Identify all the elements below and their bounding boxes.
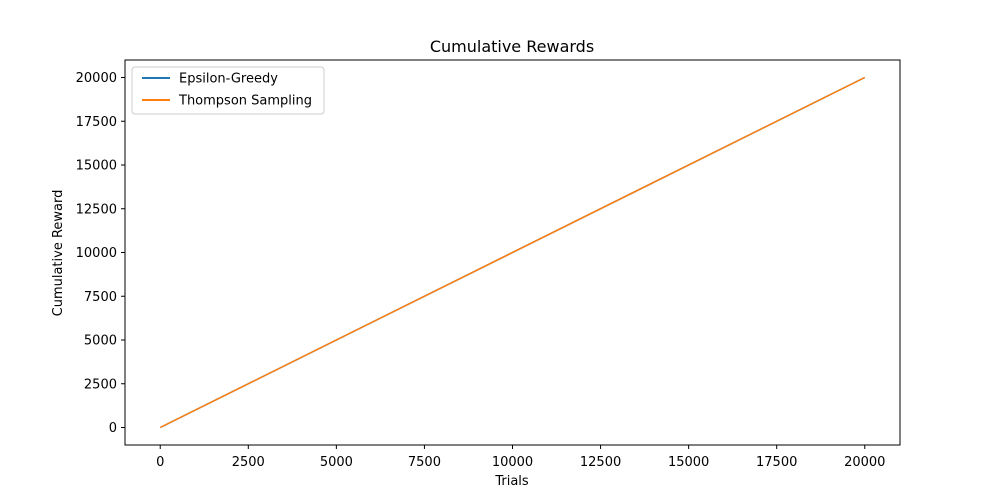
x-tick-label: 10000: [492, 455, 533, 470]
y-tick-label: 20000: [76, 71, 117, 86]
y-tick-label: 7500: [84, 290, 117, 305]
series-line-2: [159, 76, 866, 429]
legend-label-1: Epsilon-Greedy: [179, 72, 278, 87]
x-tick-label: 0: [156, 455, 164, 470]
chart-title: Cumulative Rewards: [430, 37, 594, 56]
legend: Epsilon-Greedy Thompson Sampling: [131, 66, 325, 115]
x-tick-label: 2500: [232, 455, 265, 470]
x-tick-label: 20000: [844, 455, 885, 470]
y-tick-label: 2500: [84, 377, 117, 392]
x-tick-label: 7500: [408, 455, 441, 470]
y-axis-label: Cumulative Reward: [51, 190, 66, 317]
legend-label-2: Thompson Sampling: [178, 94, 312, 109]
y-tick-label: 10000: [76, 246, 117, 261]
plot-area: 0 2500 5000 7500 10000 12500 15000 17500 20000 0 2…: [76, 59, 901, 470]
x-tick-label: 12500: [580, 455, 621, 470]
x-tick-label: 17500: [756, 455, 797, 470]
y-tick-label: 15000: [76, 159, 117, 174]
y-tick-label: 12500: [76, 202, 117, 217]
y-tick-label: 0: [109, 421, 117, 436]
y-tick-label: 5000: [84, 334, 117, 349]
x-tick-label: 15000: [668, 455, 709, 470]
y-tick-label: 17500: [76, 115, 117, 130]
legend-box: [131, 66, 325, 115]
x-axis-label: Trials: [494, 474, 529, 489]
x-tick-label: 5000: [320, 455, 353, 470]
